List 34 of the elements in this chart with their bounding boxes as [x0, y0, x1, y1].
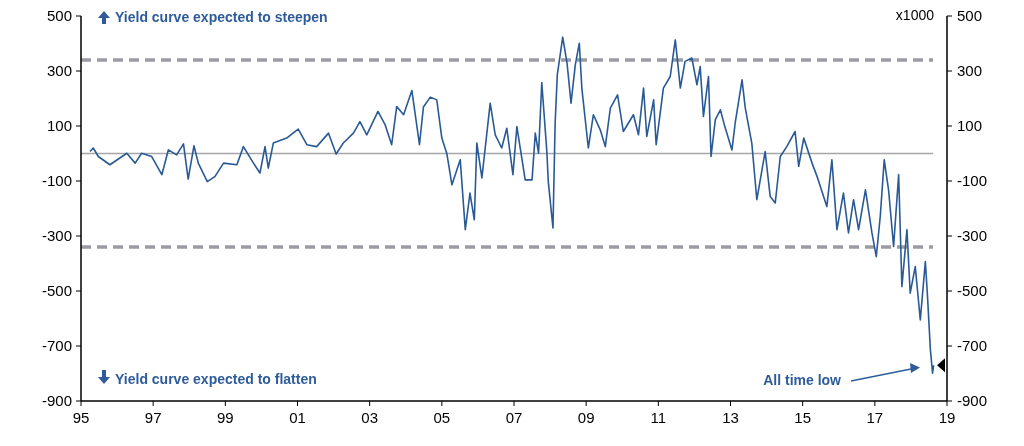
x-tick-label: 97 [144, 409, 162, 426]
x-tick-label: 03 [361, 409, 379, 426]
x-tick-label: 01 [289, 409, 306, 426]
y-tick-label: 500 [46, 7, 72, 25]
y2-tick-label: -900 [957, 392, 988, 410]
x-tick-label: 15 [794, 409, 812, 426]
annotation: Yield curve expected to flatten [115, 371, 317, 387]
x-tick-label: 11 [650, 409, 667, 426]
x-tick-label: 95 [72, 409, 90, 426]
x-tick-label: 09 [577, 409, 595, 426]
y-tick-label: 300 [46, 62, 72, 80]
x-tick-label: 13 [722, 409, 739, 426]
y2-tick-label: -300 [957, 227, 988, 245]
y2-tick-label: -100 [957, 172, 988, 190]
x-tick-label: 99 [216, 409, 234, 426]
y-tick-label: -900 [41, 392, 72, 410]
y-tick-label: -500 [41, 282, 72, 300]
y2-tick-label: -700 [957, 337, 988, 355]
y2-tick-label: -500 [957, 282, 988, 300]
annotation: Yield curve expected to steepen [115, 9, 328, 25]
x-tick-label: 17 [866, 409, 884, 426]
y-tick-label: -100 [41, 172, 72, 190]
x-tick-label: 19 [938, 409, 956, 426]
x-tick-label: 05 [433, 409, 451, 426]
y2-tick-label: 100 [957, 117, 983, 135]
y-tick-label: 100 [46, 117, 72, 135]
y2-tick-label: 500 [957, 7, 983, 25]
x-tick-label: 07 [505, 409, 523, 426]
y-tick-label: -300 [41, 227, 72, 245]
annotation: All time low [763, 372, 842, 388]
y2-tick-label: 300 [957, 62, 983, 80]
y-tick-label: -700 [41, 337, 72, 355]
line-series [89, 36, 935, 375]
annotation: x1000 [895, 7, 935, 23]
